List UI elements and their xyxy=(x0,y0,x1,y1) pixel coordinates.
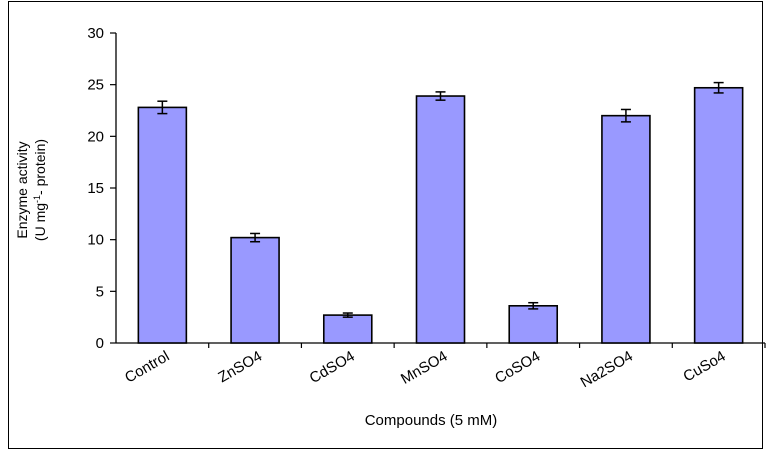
error-bars xyxy=(157,81,724,318)
x-category-label: CoSO4 xyxy=(492,348,543,387)
y-axis-ticks: 0 5 10 15 20 25 30 xyxy=(87,25,116,352)
y-axis-unit-main: (U mg xyxy=(32,203,48,241)
bar-na2so4 xyxy=(601,114,651,344)
bar-cdso4 xyxy=(322,314,373,344)
y-tick-label: 0 xyxy=(96,335,104,352)
error-bar-mnso4 xyxy=(435,91,446,101)
y-axis-title-line1: Enzyme activity xyxy=(14,141,30,238)
x-axis-title: Compounds (5 mM) xyxy=(365,412,498,429)
bar-control xyxy=(137,106,188,344)
y-tick-label: 15 xyxy=(87,180,104,197)
error-bar-na2so4 xyxy=(620,108,631,123)
y-axis-title: Enzyme activity (U mg-1- protein) xyxy=(14,139,48,241)
bar-znso4 xyxy=(230,236,280,344)
bar-cuso4 xyxy=(693,86,744,344)
error-bar-znso4 xyxy=(250,232,261,243)
error-bar-cuso4 xyxy=(713,81,724,94)
y-tick-label: 5 xyxy=(96,283,104,300)
error-bar-coso4 xyxy=(528,301,539,310)
x-category-label: CdSO4 xyxy=(307,348,358,387)
x-axis-category-labels: Control ZnSO4 CdSO4 MnSO4 CoSO4 Na2SO4 CuSo4 xyxy=(122,343,766,391)
bar-coso4 xyxy=(508,304,559,344)
y-axis-unit-superscript: -1 xyxy=(32,195,42,203)
x-category-label: Control xyxy=(122,348,172,387)
error-bar-cdso4 xyxy=(342,312,353,318)
x-category-label: Na2SO4 xyxy=(578,348,636,391)
error-bar-control xyxy=(157,100,168,115)
x-category-label: CuSo4 xyxy=(680,348,728,386)
y-tick-label: 25 xyxy=(87,77,104,94)
x-category-label: MnSO4 xyxy=(398,348,451,388)
x-category-label: ZnSO4 xyxy=(215,348,265,386)
y-tick-label: 10 xyxy=(87,232,104,249)
bars xyxy=(137,86,744,344)
y-axis-unit-end: - protein) xyxy=(32,139,48,195)
y-tick-label: 20 xyxy=(87,128,104,145)
y-tick-label: 30 xyxy=(87,25,104,42)
bar-mnso4 xyxy=(415,95,466,344)
y-axis-title-line2: (U mg-1- protein) xyxy=(32,139,48,241)
